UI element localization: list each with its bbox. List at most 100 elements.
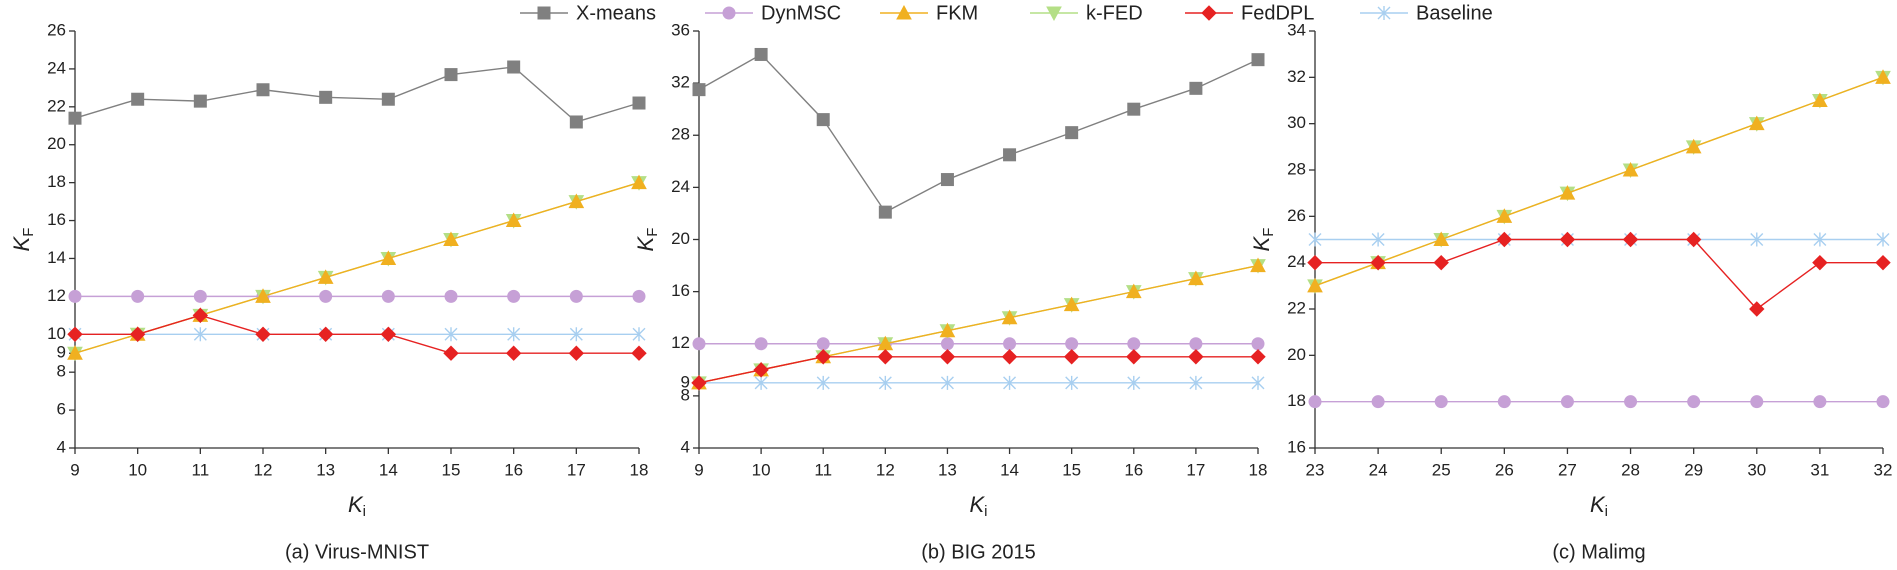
x-tick-label: 30 [1747, 460, 1766, 479]
y-tick-label: 28 [1287, 159, 1306, 178]
y-tick-label: 26 [47, 20, 66, 39]
x-tick-label: 14 [1000, 460, 1019, 479]
marker [317, 326, 334, 342]
marker [1127, 102, 1141, 116]
legend-label: k-FED [1086, 2, 1143, 24]
marker [443, 345, 459, 361]
marker [317, 269, 334, 284]
x-tick-label: 25 [1432, 460, 1451, 479]
marker [568, 193, 585, 209]
y-tick-label: 20 [47, 134, 66, 153]
marker [568, 345, 585, 361]
marker [192, 307, 209, 324]
marker [1687, 395, 1701, 409]
y-tick-label: 24 [671, 177, 690, 196]
marker [193, 327, 207, 342]
marker [878, 375, 892, 390]
y-axis-label: KF [9, 228, 37, 252]
marker [1812, 254, 1828, 271]
marker [1188, 270, 1204, 286]
marker [1813, 395, 1827, 409]
marker [816, 337, 830, 351]
marker [1189, 81, 1203, 95]
x-tick-label: 14 [379, 460, 398, 479]
legend-label: FedDPL [1241, 2, 1314, 24]
legend-label: X-means [576, 2, 656, 24]
y-tick-label: 24 [47, 58, 66, 77]
marker [631, 345, 647, 361]
y-tick-label: 4 [57, 437, 66, 456]
y-tick-label: 30 [1287, 113, 1306, 132]
x-tick-label: 32 [1874, 460, 1893, 479]
legend-label: DynMSC [761, 2, 841, 24]
marker [754, 337, 768, 351]
y-axis-label-main: K [633, 235, 658, 251]
marker [1307, 277, 1323, 293]
marker [1371, 395, 1385, 409]
y-tick-label: 20 [1287, 345, 1306, 364]
marker [1559, 231, 1576, 248]
series-line [698, 53, 1259, 214]
marker [131, 92, 145, 106]
y-tick-label: 32 [1287, 67, 1306, 86]
y-tick-label: 22 [47, 96, 66, 115]
marker [1496, 231, 1513, 248]
marker [444, 289, 458, 303]
marker [1251, 53, 1265, 67]
marker [1065, 375, 1079, 390]
x-tick-label: 11 [192, 460, 210, 479]
marker [722, 6, 736, 20]
marker [1624, 395, 1638, 409]
marker [1875, 254, 1891, 271]
series-line [75, 314, 639, 354]
marker [1201, 5, 1217, 21]
marker [1003, 148, 1017, 162]
x-axis-label-main: K [1590, 492, 1606, 517]
marker [1370, 254, 1386, 271]
marker [1685, 138, 1702, 154]
marker [1876, 395, 1890, 409]
marker [1750, 395, 1764, 409]
marker [1622, 161, 1639, 177]
y-tick-label: 14 [47, 248, 66, 267]
y-tick-label: 26 [1287, 206, 1306, 225]
y-tick-label: 18 [47, 172, 66, 191]
legend-label: Baseline [1416, 2, 1493, 24]
marker [1496, 208, 1513, 223]
marker [68, 289, 82, 303]
y-tick-label: 8 [57, 362, 66, 381]
marker [1189, 375, 1203, 390]
marker [939, 322, 956, 338]
marker [1559, 185, 1576, 200]
marker [1127, 375, 1141, 390]
y-tick-label: 24 [1287, 252, 1306, 271]
y-tick-label: 32 [671, 73, 690, 92]
marker [1001, 309, 1018, 325]
marker [1307, 254, 1323, 271]
y-tick-label: 10 [47, 324, 66, 343]
marker [815, 349, 831, 365]
x-tick-label: 24 [1369, 460, 1388, 479]
y-tick-label: 18 [1287, 391, 1306, 410]
marker [1308, 232, 1322, 247]
x-tick-label: 11 [814, 460, 832, 479]
marker [1812, 92, 1828, 107]
y-tick-label: 28 [671, 125, 690, 144]
marker [692, 337, 706, 351]
y-axis-label-sub: F [644, 228, 661, 237]
marker [1622, 231, 1639, 248]
marker [1750, 232, 1764, 247]
x-tick-label: 18 [630, 460, 649, 479]
marker [896, 4, 912, 20]
marker [1188, 349, 1204, 365]
marker [507, 289, 521, 303]
x-tick-label: 23 [1306, 460, 1325, 479]
marker [939, 349, 956, 365]
marker [1685, 231, 1702, 248]
marker [1560, 395, 1574, 409]
marker [1876, 232, 1890, 247]
marker [1433, 231, 1450, 246]
marker [1001, 349, 1018, 365]
y-tick-label: 9 [57, 343, 66, 362]
